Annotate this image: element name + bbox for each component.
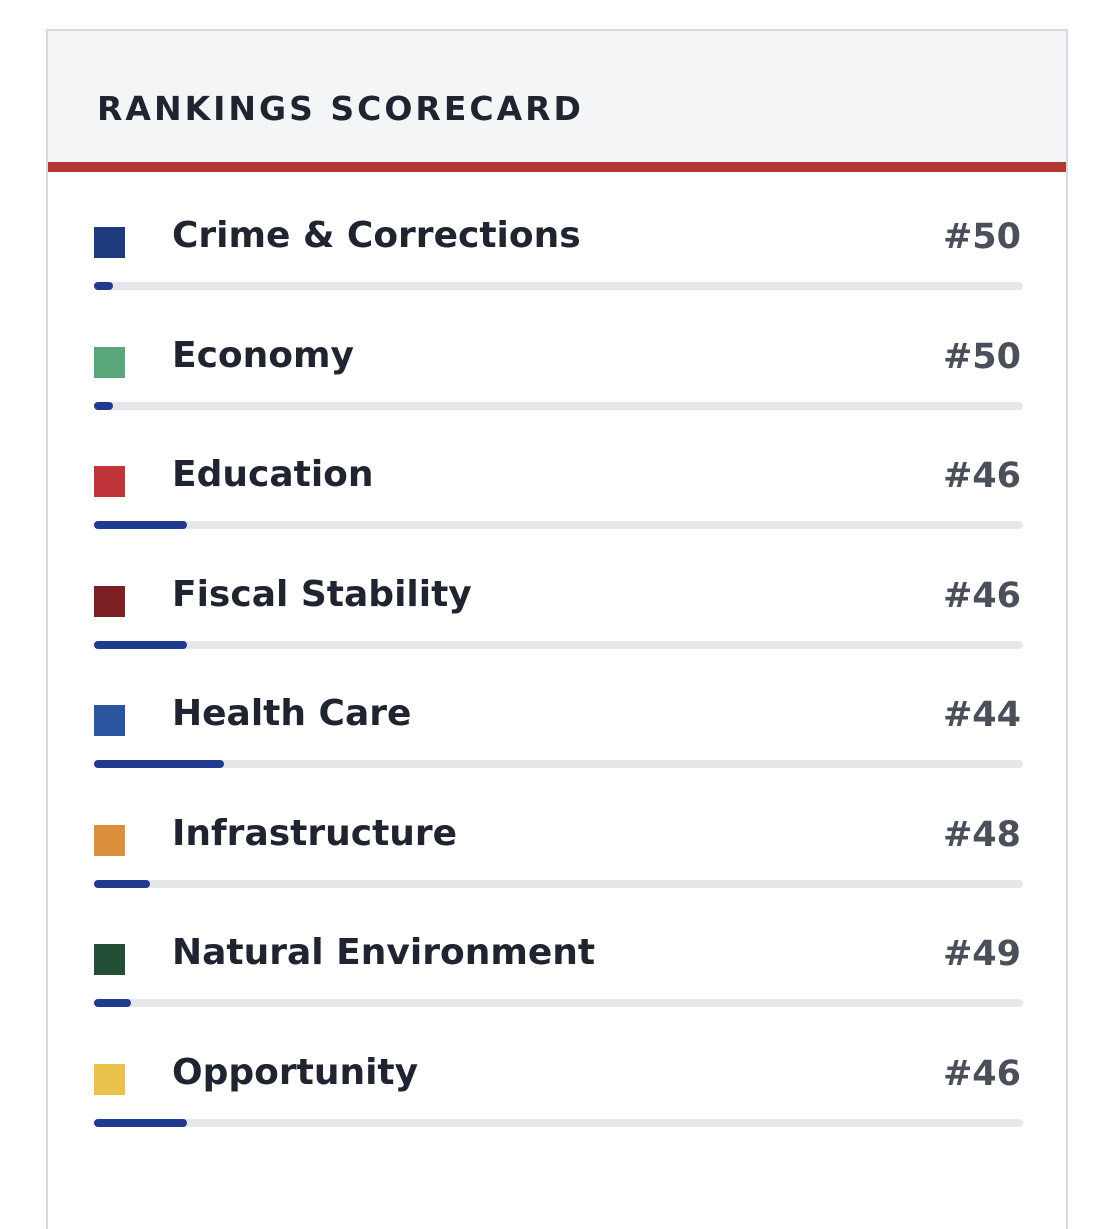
rank-bar — [94, 282, 113, 290]
category-label: Fiscal Stability — [172, 573, 472, 615]
rank-bar — [94, 1118, 187, 1127]
rank-label: #49 — [942, 934, 1021, 974]
rank-track — [94, 401, 1023, 410]
category-label: Crime & Corrections — [172, 215, 581, 256]
rank-label: #50 — [942, 336, 1021, 377]
color-swatch — [94, 585, 125, 617]
rank-label: #46 — [942, 456, 1021, 496]
scorecard: RANKINGS SCORECARD Crime & Corrections #5… — [46, 29, 1068, 1229]
rank-track — [94, 521, 1023, 529]
rank-bar — [94, 640, 187, 649]
rank-bar — [94, 999, 132, 1007]
color-swatch — [94, 346, 125, 378]
category-label: Natural Environment — [172, 932, 596, 973]
color-swatch — [94, 466, 125, 497]
color-swatch — [94, 705, 125, 736]
rank-track — [94, 999, 1023, 1007]
rank-track — [94, 1118, 1023, 1127]
rank-track — [94, 282, 1023, 290]
color-swatch — [94, 944, 125, 975]
header: RANKINGS SCORECARD — [48, 31, 1066, 172]
rank-label: #50 — [942, 217, 1021, 257]
page: RANKINGS SCORECARD Crime & Corrections #5… — [46, 29, 1068, 1229]
rank-label: #44 — [942, 695, 1021, 735]
rank-label: #46 — [942, 575, 1021, 616]
rank-track — [94, 879, 1023, 888]
category-label: Health Care — [172, 693, 412, 734]
title: RANKINGS SCORECARD — [97, 89, 584, 128]
rank-bar — [94, 879, 150, 888]
rank-bar — [94, 401, 113, 410]
rank-label: #48 — [942, 814, 1021, 855]
rank-label: #46 — [942, 1053, 1021, 1094]
rank-bar — [94, 760, 225, 768]
rank-track — [94, 640, 1023, 649]
category-label: Opportunity — [172, 1051, 419, 1093]
category-label: Economy — [172, 334, 355, 376]
category-label: Education — [172, 454, 374, 495]
rank-bar — [94, 521, 187, 529]
rank-track — [94, 760, 1023, 768]
color-swatch — [94, 227, 125, 258]
color-swatch — [94, 1063, 125, 1095]
category-label: Infrastructure — [172, 812, 458, 854]
color-swatch — [94, 824, 125, 856]
